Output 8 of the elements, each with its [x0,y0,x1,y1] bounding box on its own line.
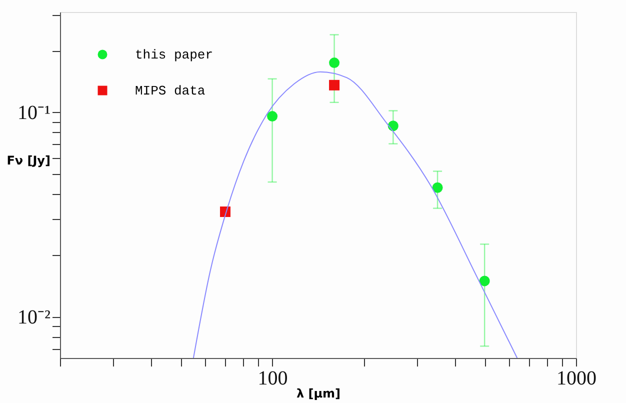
y-tick-label: 10⁻¹ [18,102,50,124]
y-tick-label: 10⁻² [18,306,50,328]
x-axis-title: λ [μm] [296,386,341,400]
legend-label: this paper [135,48,214,62]
x-tick-label: 100 [258,368,288,390]
legend-label: MIPS data [135,84,206,98]
y-axis-title: Fν [Jy] [6,154,50,168]
x-tick-label: 1000 [556,368,596,390]
